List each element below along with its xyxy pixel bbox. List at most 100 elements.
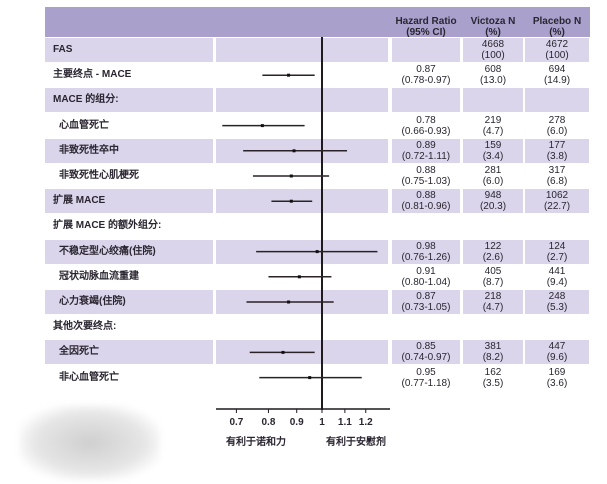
hr-point: 0.78 [416,114,436,126]
victoza-value: 159 (3.4) [463,140,523,162]
victoza-n: 159 [484,139,502,151]
placebo-n: 1062 [545,190,569,202]
hr-point: 0.91 [416,265,436,277]
victoza-n: 218 [484,291,502,302]
header-victoza-label: Victoza N [470,16,516,27]
x-tick-label: 1 [319,417,325,428]
table-row: 非致死性心肌梗死 0.88 (0.75-1.03) 281 (6.0) 317 (6.8) [45,164,590,188]
header-placebo: Placebo N (%) [525,16,589,38]
placebo-value: 124 (2.7) [525,241,589,263]
hr-cell [392,239,460,264]
hr-value: 0.88 (0.81-0.96) [392,190,460,212]
victoza-value: 381 (8.2) [463,341,523,363]
hr-value: 0.87 (0.73-1.05) [392,291,460,313]
row-label: 扩展 MACE [53,195,106,207]
favors-victoza-label: 有利于诺和力 [226,437,286,448]
hr-point-marker [287,73,291,77]
hr-point-marker [289,174,293,178]
table-row: 全因死亡 0.85 (0.74-0.97) 381 (8.2) 447 (9.6) [45,340,590,365]
x-tick-label: 1.2 [358,417,373,428]
placebo-value: 1062 (22.7) [525,190,589,212]
placebo-pct: (2.7) [546,251,568,263]
header-victoza: Victoza N (%) [463,16,523,38]
table-row: 冠状动脉血流重建 0.91 (0.80-1.04) 405 (8.7) 441 (9.4) [45,265,590,289]
hr-value: 0.78 (0.66-0.93) [392,115,460,137]
hr-cell [392,340,460,365]
placebo-pct: (14.9) [543,75,571,87]
hr-cell [392,189,460,214]
placebo-value: 4672 (100) [525,39,589,61]
hr-point: 0.89 [416,139,436,151]
hr-point-marker [289,199,293,203]
placebo-n: 248 [548,291,566,302]
placebo-value: 169 (3.6) [525,367,589,389]
hr-value: 0.95 (0.77-1.18) [392,367,460,389]
favors-placebo-label: 有利于安慰剂 [326,437,386,448]
placebo-pct: (3.6) [546,377,568,389]
blurred-footnote [20,405,160,480]
placebo-n: 694 [548,64,566,76]
hr-point: 0.87 [416,291,436,302]
hr-ci: (0.75-1.03) [401,176,451,187]
row-label: 心力衰竭(住院) [59,296,126,307]
hr-ci: (0.66-0.93) [401,125,451,137]
victoza-pct: (3.4) [482,150,504,162]
hr-point-marker [260,124,264,128]
table-row: 扩展 MACE 0.88 (0.81-0.96) 948 (20.3) 1062 (22.7… [45,189,590,214]
hr-point: 0.95 [416,366,436,378]
label-cell [45,88,213,113]
hr-ci: (0.77-1.18) [401,377,451,389]
placebo-cell [525,340,589,365]
row-label: 主要终点 - MACE [53,69,132,81]
victoza-pct: (4.7) [482,302,504,313]
row-label: 非心血管死亡 [59,371,119,383]
header-hr-label: Hazard Ratio [395,16,457,27]
placebo-pct: (22.7) [543,201,571,213]
victoza-n: 381 [484,341,502,353]
placebo-cell [525,88,589,113]
placebo-cell [525,290,589,314]
hr-point: 0.88 [416,190,436,202]
victoza-n: 122 [484,240,502,252]
victoza-pct: (100) [481,50,505,61]
hr-value: 0.91 (0.80-1.04) [392,266,460,288]
plot-cell [216,38,388,62]
row-label: 非致死性卒中 [59,144,119,156]
placebo-pct: (9.4) [546,276,568,288]
hr-ci: (0.81-0.96) [401,201,451,213]
hr-ci: (0.74-0.97) [401,352,451,364]
victoza-value: 122 (2.6) [463,241,523,263]
hr-ci: (0.72-1.11) [401,150,451,162]
placebo-n: 447 [548,341,566,353]
hr-ci: (0.76-1.26) [401,251,451,263]
victoza-cell [463,38,523,62]
victoza-value: 608 (13.0) [463,64,523,86]
placebo-pct: (9.6) [546,352,568,364]
label-cell [45,38,213,62]
placebo-value: 248 (5.3) [525,291,589,313]
table-row: 其他次要终点: [45,315,590,339]
table-row: 扩展 MACE 的额外组分: [45,214,590,238]
hr-ci: (0.78-0.97) [401,75,451,87]
hr-point-marker [281,350,285,354]
x-tick-label: 0.7 [229,417,244,428]
victoza-cell [463,290,523,314]
placebo-n: 317 [548,165,566,176]
hr-value: 0.98 (0.76-1.26) [392,241,460,263]
victoza-value: 4668 (100) [463,39,523,61]
hr-point: 0.88 [416,165,436,176]
table-row: MACE 的组分: [45,88,590,113]
victoza-cell [463,340,523,365]
hr-point-marker [292,149,296,153]
table-header: Hazard Ratio (95% CI) Victoza N (%) Placeb… [45,7,590,38]
hr-cell [392,38,460,62]
victoza-pct: (13.0) [479,75,507,87]
placebo-cell [525,38,589,62]
placebo-pct: (100) [545,50,569,61]
label-cell [45,189,213,214]
row-label: 全因死亡 [59,346,99,358]
placebo-n: 4672 [545,39,569,50]
hr-cell [392,88,460,113]
row-label: 其他次要终点: [53,321,117,333]
